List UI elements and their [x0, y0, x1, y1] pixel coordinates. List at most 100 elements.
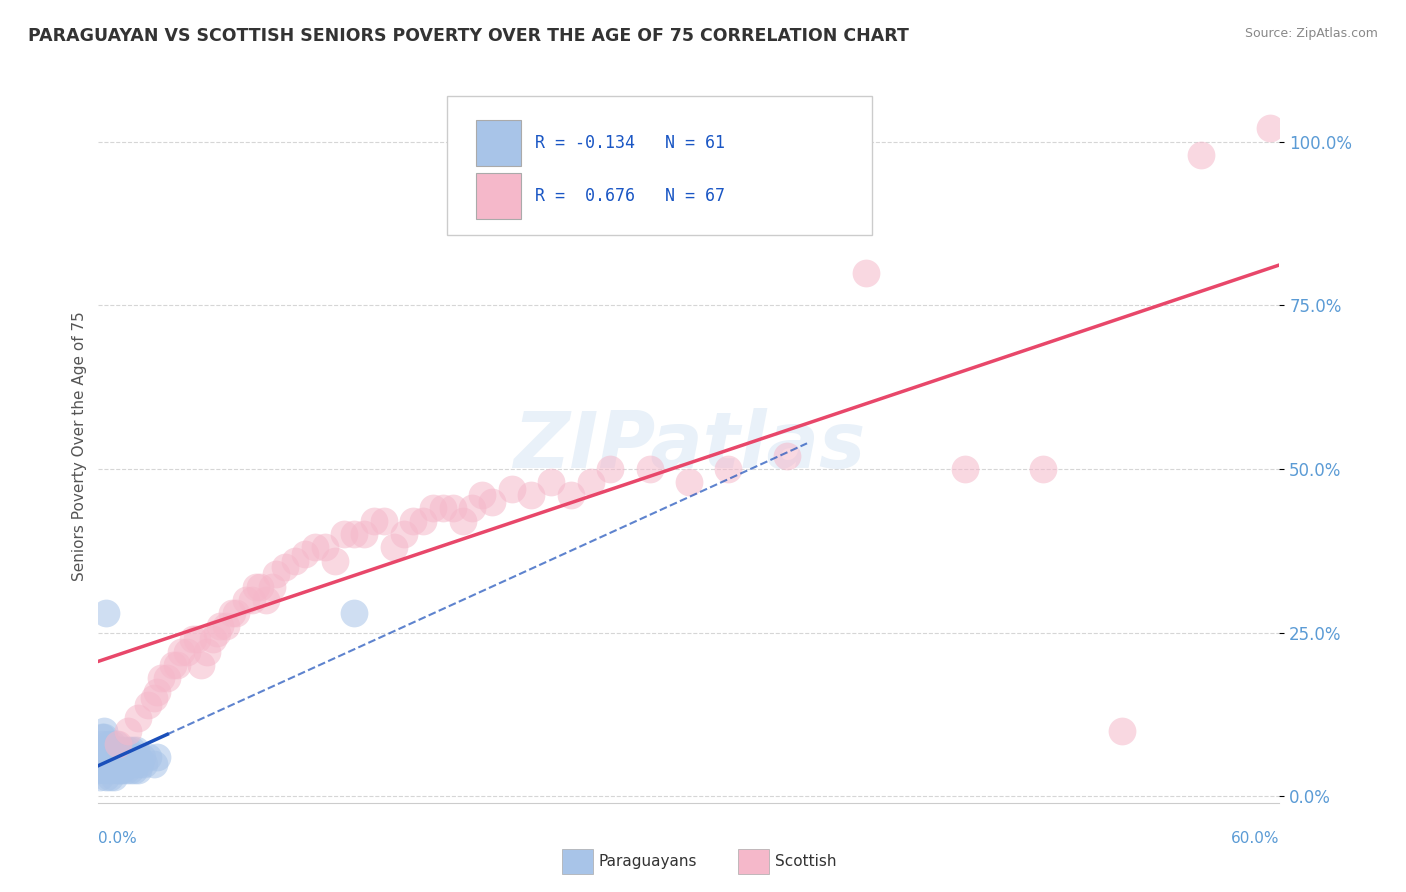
Text: Scottish: Scottish: [775, 855, 837, 869]
Point: [136, 698, 159, 712]
Point: [101, 763, 124, 777]
Point: [205, 625, 228, 640]
Point: [245, 580, 267, 594]
Point: [855, 266, 877, 280]
Point: [304, 541, 326, 555]
Point: [112, 743, 135, 757]
Point: [96, 606, 118, 620]
Point: [1258, 121, 1281, 136]
Point: [150, 672, 173, 686]
Point: [264, 566, 287, 581]
Point: [540, 475, 562, 489]
Point: [125, 756, 148, 771]
Point: [373, 514, 395, 528]
Point: [343, 527, 366, 541]
Point: [599, 462, 621, 476]
Point: [132, 756, 155, 771]
Point: [127, 711, 149, 725]
Point: [190, 658, 212, 673]
Point: [471, 488, 494, 502]
Point: [93, 731, 115, 745]
Point: [412, 514, 434, 528]
Point: [209, 619, 232, 633]
Point: [91, 737, 114, 751]
Point: [111, 763, 134, 777]
Point: [91, 731, 114, 745]
Point: [166, 658, 188, 673]
Bar: [477, 173, 522, 219]
Point: [122, 750, 145, 764]
Point: [461, 501, 484, 516]
Point: [111, 750, 134, 764]
Point: [121, 743, 143, 757]
Point: [432, 501, 454, 516]
Point: [127, 750, 149, 764]
Point: [97, 737, 120, 751]
Point: [105, 737, 128, 751]
Point: [91, 743, 114, 757]
Point: [953, 462, 976, 476]
Point: [294, 547, 316, 561]
Point: [118, 750, 141, 764]
Point: [402, 514, 425, 528]
Point: [1111, 723, 1133, 738]
Point: [103, 770, 125, 784]
Point: [162, 658, 184, 673]
Point: [1189, 147, 1212, 161]
Point: [128, 756, 150, 771]
Point: [146, 684, 169, 698]
Point: [98, 770, 121, 784]
Text: PARAGUAYAN VS SCOTTISH SENIORS POVERTY OVER THE AGE OF 75 CORRELATION CHART: PARAGUAYAN VS SCOTTISH SENIORS POVERTY O…: [28, 27, 910, 45]
Point: [560, 488, 582, 502]
Point: [181, 632, 204, 647]
Point: [176, 645, 198, 659]
Point: [717, 462, 740, 476]
Text: 0.0%: 0.0%: [98, 831, 138, 846]
Point: [93, 750, 115, 764]
Point: [107, 763, 129, 777]
Point: [108, 743, 131, 757]
Point: [323, 553, 346, 567]
Point: [776, 449, 799, 463]
Point: [481, 494, 503, 508]
Point: [422, 501, 444, 516]
Point: [89, 770, 111, 784]
Point: [105, 756, 128, 771]
Point: [638, 462, 661, 476]
Point: [91, 756, 114, 771]
Text: R =  0.676   N = 67: R = 0.676 N = 67: [536, 187, 725, 205]
Point: [221, 606, 243, 620]
Point: [125, 743, 148, 757]
Point: [117, 743, 139, 757]
Point: [89, 750, 111, 764]
Point: [240, 592, 263, 607]
Text: Paraguayans: Paraguayans: [599, 855, 697, 869]
Point: [392, 527, 415, 541]
Point: [121, 756, 143, 771]
Point: [97, 750, 120, 764]
Point: [333, 527, 356, 541]
Point: [284, 553, 307, 567]
Y-axis label: Seniors Poverty Over the Age of 75: Seniors Poverty Over the Age of 75: [72, 311, 87, 581]
Point: [107, 750, 129, 764]
Point: [195, 645, 218, 659]
Point: [520, 488, 543, 502]
Point: [501, 482, 523, 496]
Point: [254, 592, 277, 607]
Point: [343, 606, 366, 620]
Point: [382, 541, 405, 555]
Point: [115, 763, 138, 777]
Point: [201, 632, 224, 647]
Point: [118, 763, 141, 777]
Point: [105, 750, 128, 764]
Point: [314, 541, 336, 555]
Point: [101, 737, 124, 751]
Point: [441, 501, 464, 516]
Point: [215, 619, 238, 633]
Point: [127, 763, 149, 777]
Point: [579, 475, 602, 489]
Point: [107, 743, 129, 757]
Point: [93, 763, 115, 777]
Point: [678, 475, 700, 489]
Point: [260, 580, 283, 594]
